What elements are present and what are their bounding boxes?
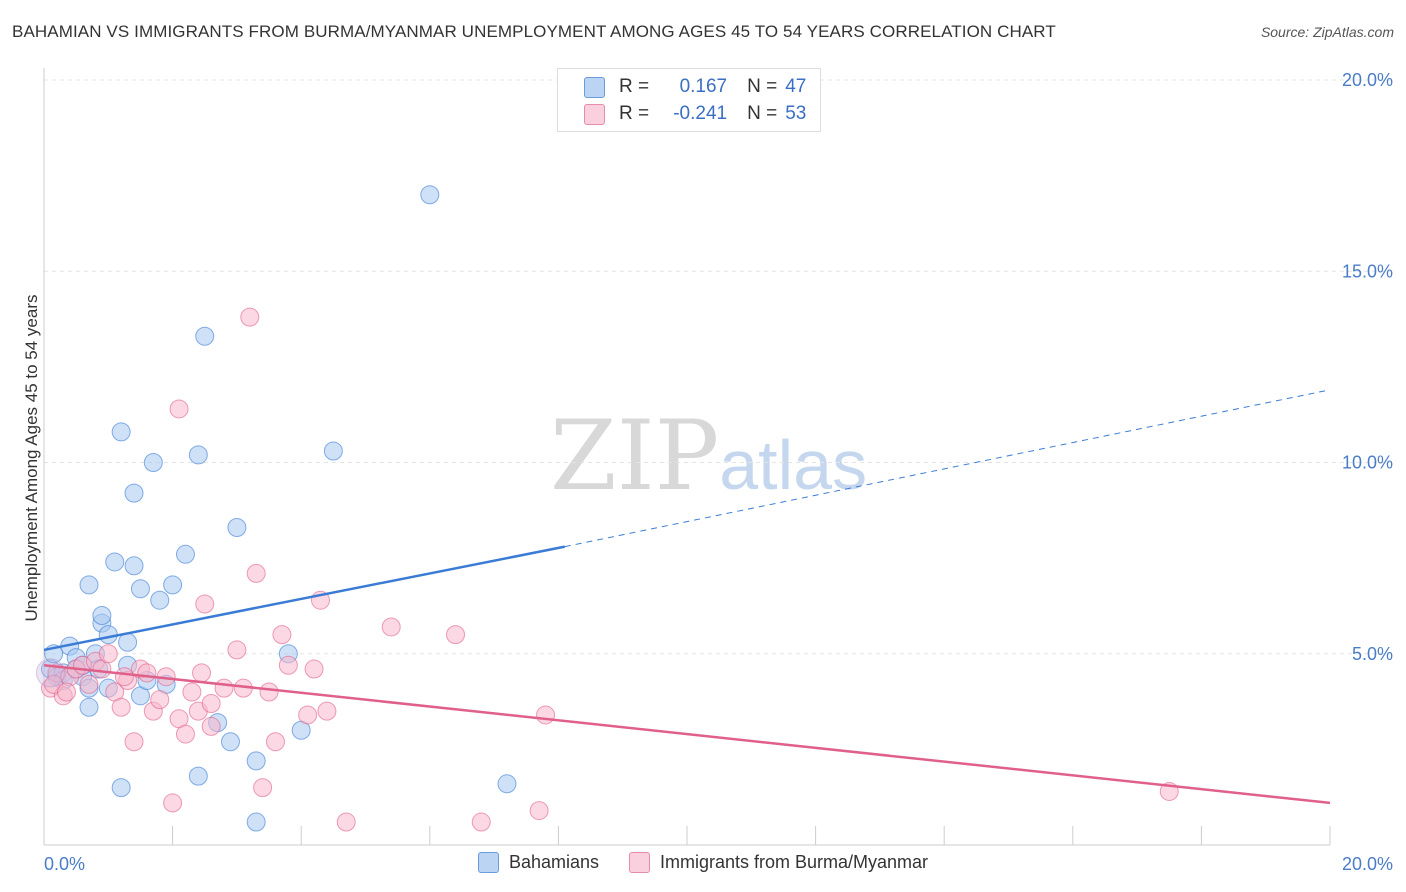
burma-point <box>253 778 273 798</box>
burma-point <box>317 701 337 721</box>
x-tick-label: 20.0% <box>1342 854 1393 874</box>
burma-point <box>182 682 202 702</box>
bahamian-point <box>175 544 195 564</box>
burma-point <box>214 678 234 698</box>
burma-point <box>201 693 221 713</box>
burma-point <box>259 682 279 702</box>
legend-swatch-burma <box>584 103 605 125</box>
burma-point <box>265 732 285 752</box>
bahamian-point <box>92 606 112 625</box>
legend-r-label: R = <box>619 103 650 124</box>
burma-point <box>111 697 131 717</box>
bahamian-point <box>497 774 517 794</box>
bahamian-point <box>195 326 215 346</box>
bahamian-point <box>130 579 150 599</box>
bahamian-point <box>150 590 170 610</box>
bahamian-point <box>124 556 144 576</box>
bahamian-point <box>323 441 343 461</box>
burma-point <box>124 732 144 752</box>
legend-swatch-bahamians <box>477 852 499 873</box>
burma-point <box>98 644 118 664</box>
legend-label-bahamians: Bahamians <box>508 852 599 872</box>
bahamian-point <box>246 812 266 832</box>
watermark: ZIPatlas <box>550 400 867 512</box>
legend-row-burma: R = -0.241 N = 53 <box>584 102 806 126</box>
burma-point <box>163 793 183 813</box>
legend-item-burma[interactable]: Immigrants from Burma/Myanmar <box>629 852 928 873</box>
bahamian-point <box>227 518 247 538</box>
legend-swatch-burma <box>629 852 650 873</box>
legend-n-label: N = <box>747 76 778 97</box>
burma-point <box>529 801 549 821</box>
legend-r-value: -0.241 <box>673 103 728 124</box>
burma-point <box>169 399 189 419</box>
legend-item-bahamians[interactable]: Bahamians <box>477 852 599 873</box>
bahamian-point <box>111 422 131 442</box>
bahamian-point <box>79 697 99 717</box>
chart-title: BAHAMIAN VS IMMIGRANTS FROM BURMA/MYANMA… <box>12 22 1056 41</box>
bahamian-point <box>105 552 125 572</box>
legend-n-value: 47 <box>785 76 807 97</box>
burma-point <box>536 705 556 725</box>
bahamian-point <box>79 575 99 595</box>
bahamian-point <box>220 732 240 752</box>
correlation-legend: R = 0.167 N = 47 R = -0.241 N = 53 <box>557 68 821 132</box>
watermark-atlas: atlas <box>719 426 868 504</box>
burma-point <box>246 563 266 583</box>
burma-point <box>57 682 77 702</box>
burma-point <box>114 667 134 687</box>
y-tick-label: 20.0% <box>1342 70 1393 90</box>
x-tick-label: 0.0% <box>44 854 85 874</box>
burma-point <box>175 724 195 744</box>
burma-point <box>195 594 215 614</box>
burma-point <box>381 617 401 637</box>
overlap-cluster <box>35 658 65 688</box>
watermark-zip: ZIP <box>550 400 720 512</box>
bahamian-point <box>143 453 163 472</box>
burma-point <box>192 663 212 683</box>
y-tick-label: 5.0% <box>1352 644 1393 664</box>
bahamian-trendline <box>43 545 566 652</box>
burma-point <box>336 812 356 832</box>
burma-point <box>137 663 157 683</box>
bahamian-point <box>124 483 144 503</box>
burma-point <box>227 640 247 660</box>
burma-point <box>79 674 99 694</box>
bahamian-point <box>118 632 138 652</box>
bahamian-point <box>163 575 183 595</box>
burma-point <box>298 705 318 725</box>
legend-row-bahamians: R = 0.167 N = 47 <box>584 75 806 99</box>
legend-swatch-bahamians <box>584 76 605 98</box>
burma-point <box>471 812 491 832</box>
burma-point <box>278 655 298 675</box>
series-legend: Bahamians Immigrants from Burma/Myanmar <box>0 852 1406 873</box>
burma-point <box>201 716 221 736</box>
burma-point <box>240 307 260 327</box>
bahamian-point <box>98 625 118 645</box>
bahamian-trendline-extension <box>564 389 1331 548</box>
legend-n-value: 53 <box>785 103 807 124</box>
bahamian-point <box>111 778 131 798</box>
y-tick-label: 15.0% <box>1342 261 1393 281</box>
legend-r-label: R = <box>619 76 650 97</box>
bahamian-point <box>420 185 440 205</box>
burma-point <box>150 690 170 710</box>
source-label: Source: ZipAtlas.com <box>1260 24 1394 40</box>
y-axis-label: Unemployment Among Ages 45 to 54 years <box>22 295 41 622</box>
legend-n-label: N = <box>747 103 778 124</box>
bahamian-point <box>188 766 208 786</box>
legend-label-burma: Immigrants from Burma/Myanmar <box>660 852 929 872</box>
y-tick-label: 10.0% <box>1342 453 1393 473</box>
bahamian-point <box>246 751 266 771</box>
bahamian-point <box>188 445 208 465</box>
burma-point <box>304 659 324 679</box>
burma-point <box>446 625 466 645</box>
burma-point <box>272 625 292 645</box>
legend-r-value: 0.167 <box>679 76 728 97</box>
burma-trendline <box>43 663 1331 805</box>
